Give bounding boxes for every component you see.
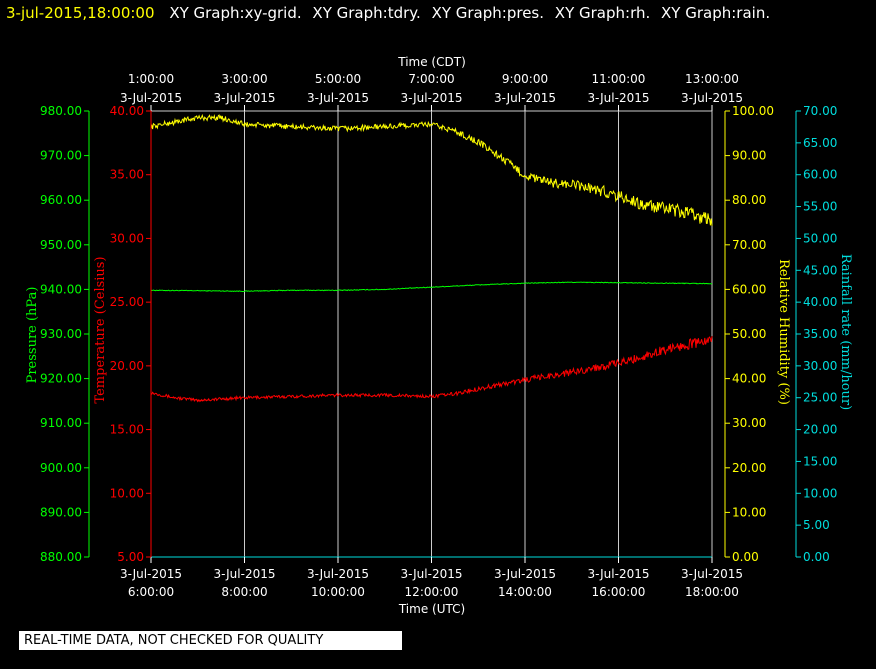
pressure-tick-label: 890.00 — [40, 505, 82, 519]
header-datetime: 3-jul-2015,18:00:00 — [6, 4, 155, 22]
top-tick-date: 3-Jul-2015 — [214, 91, 276, 105]
humidity-tick-label: 20.00 — [732, 461, 766, 475]
humidity-axis-label: Relative Humidity (%) — [776, 259, 791, 405]
temperature-tick-label: 5.00 — [117, 550, 144, 564]
top-tick-time: 11:00:00 — [592, 72, 646, 86]
top-tick-date: 3-Jul-2015 — [588, 91, 650, 105]
top-tick-time: 13:00:00 — [685, 72, 739, 86]
tab-pres[interactable]: XY Graph:pres. — [431, 4, 545, 22]
tab-tdry[interactable]: XY Graph:tdry. — [312, 4, 421, 22]
pressure-tick-label: 930.00 — [40, 327, 82, 341]
bottom-tick-time: 18:00:00 — [685, 585, 739, 599]
temperature-tick-label: 10.00 — [110, 486, 144, 500]
pressure-tick-label: 920.00 — [40, 372, 82, 386]
rain-tick-label: 40.00 — [803, 295, 837, 309]
top-tick-date: 3-Jul-2015 — [401, 91, 463, 105]
tab-xy-grid[interactable]: XY Graph:xy-grid. — [169, 4, 302, 22]
series-rh — [150, 113, 713, 226]
temperature-tick-label: 15.00 — [110, 423, 144, 437]
pressure-tick-label: 880.00 — [40, 550, 82, 564]
top-tick-date: 3-Jul-2015 — [494, 91, 556, 105]
tab-rh[interactable]: XY Graph:rh. — [554, 4, 651, 22]
bottom-tick-date: 3-Jul-2015 — [494, 567, 556, 581]
humidity-tick-label: 50.00 — [732, 327, 766, 341]
bottom-tick-date: 3-Jul-2015 — [307, 567, 369, 581]
axes: 1:00:00 3-Jul-2015 3:00:00 3-Jul-2015 5:00:0… — [40, 72, 837, 599]
bottom-tick-time: 10:00:00 — [311, 585, 365, 599]
pressure-tick-label: 960.00 — [40, 193, 82, 207]
humidity-tick-label: 60.00 — [732, 282, 766, 296]
rain-tick-label: 45.00 — [803, 263, 837, 277]
bottom-tick-date: 3-Jul-2015 — [401, 567, 463, 581]
rain-axis-label: Rainfall rate (mm/hour) — [838, 254, 853, 410]
temperature-tick-label: 40.00 — [110, 104, 144, 118]
humidity-tick-label: 30.00 — [732, 416, 766, 430]
pressure-tick-label: 910.00 — [40, 416, 82, 430]
humidity-tick-label: 40.00 — [732, 372, 766, 386]
humidity-tick-label: 0.00 — [732, 550, 759, 564]
top-tick-time: 9:00:00 — [502, 72, 548, 86]
bottom-tick-date: 3-Jul-2015 — [120, 567, 182, 581]
temperature-tick-label: 20.00 — [110, 359, 144, 373]
pressure-tick-label: 980.00 — [40, 104, 82, 118]
rain-tick-label: 15.00 — [803, 454, 837, 468]
rain-tick-label: 70.00 — [803, 104, 837, 118]
series-pres — [150, 281, 713, 292]
bottom-tick-date: 3-Jul-2015 — [681, 567, 743, 581]
pressure-tick-label: 940.00 — [40, 282, 82, 296]
temperature-tick-label: 35.00 — [110, 168, 144, 182]
top-tick-time: 3:00:00 — [221, 72, 267, 86]
pressure-tick-label: 950.00 — [40, 238, 82, 252]
bottom-tick-time: 14:00:00 — [498, 585, 552, 599]
rain-tick-label: 10.00 — [803, 486, 837, 500]
temperature-axis-label: Temperature (Celsius) — [93, 256, 108, 403]
humidity-tick-label: 70.00 — [732, 238, 766, 252]
header-tabs: XY Graph:xy-grid. XY Graph:tdry. XY Grap… — [169, 4, 776, 22]
rain-tick-label: 5.00 — [803, 518, 830, 532]
humidity-tick-label: 100.00 — [732, 104, 774, 118]
series-tdry — [151, 336, 713, 403]
rain-tick-label: 20.00 — [803, 423, 837, 437]
grid-lines — [150, 111, 713, 557]
top-tick-time: 1:00:00 — [128, 72, 174, 86]
humidity-tick-label: 10.00 — [732, 505, 766, 519]
bottom-tick-date: 3-Jul-2015 — [214, 567, 276, 581]
pressure-tick-label: 900.00 — [40, 461, 82, 475]
bottom-tick-time: 8:00:00 — [221, 585, 267, 599]
rain-tick-label: 55.00 — [803, 200, 837, 214]
top-tick-time: 7:00:00 — [408, 72, 454, 86]
top-tick-time: 5:00:00 — [315, 72, 361, 86]
tab-rain[interactable]: XY Graph:rain. — [661, 4, 771, 22]
bottom-tick-time: 16:00:00 — [592, 585, 646, 599]
header-bar: 3-jul-2015,18:00:00 XY Graph:xy-grid. XY… — [6, 3, 776, 23]
top-tick-date: 3-Jul-2015 — [307, 91, 369, 105]
rain-tick-label: 50.00 — [803, 231, 837, 245]
rain-tick-label: 65.00 — [803, 136, 837, 150]
temperature-tick-label: 30.00 — [110, 231, 144, 245]
bottom-tick-time: 12:00:00 — [405, 585, 459, 599]
rain-tick-label: 0.00 — [803, 550, 830, 564]
temperature-tick-label: 25.00 — [110, 295, 144, 309]
bottom-axis-title: Time (UTC) — [398, 602, 465, 616]
rain-tick-label: 60.00 — [803, 168, 837, 182]
top-tick-date: 3-Jul-2015 — [120, 91, 182, 105]
pressure-axis-label: Pressure (hPa) — [25, 287, 40, 384]
humidity-tick-label: 80.00 — [732, 193, 766, 207]
bottom-tick-date: 3-Jul-2015 — [588, 567, 650, 581]
top-tick-date: 3-Jul-2015 — [681, 91, 743, 105]
humidity-tick-label: 90.00 — [732, 149, 766, 163]
pressure-tick-label: 970.00 — [40, 149, 82, 163]
rain-tick-label: 30.00 — [803, 359, 837, 373]
rain-tick-label: 35.00 — [803, 327, 837, 341]
bottom-tick-time: 6:00:00 — [128, 585, 174, 599]
rain-tick-label: 25.00 — [803, 391, 837, 405]
quality-warning: REAL-TIME DATA, NOT CHECKED FOR QUALITY — [19, 631, 402, 650]
top-axis-title: Time (CDT) — [397, 55, 466, 69]
